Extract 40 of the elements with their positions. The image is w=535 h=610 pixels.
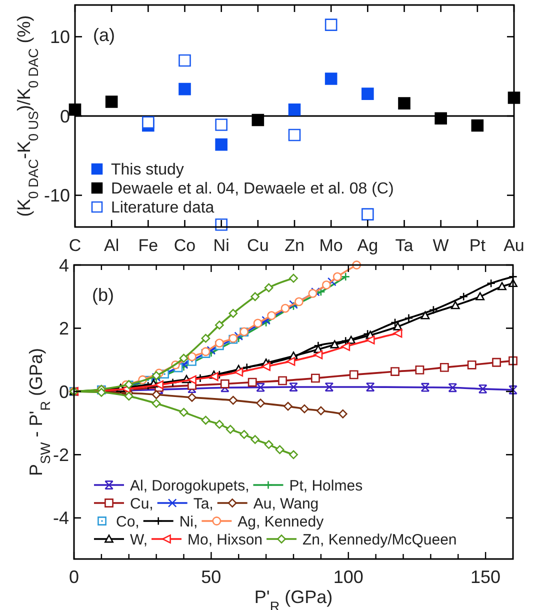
x-tick-label: Zn — [284, 236, 304, 255]
legend-label: Mo, Hixson — [188, 531, 263, 548]
x-tick-label: Ag — [357, 236, 378, 255]
x-tick-label: Ta — [395, 236, 414, 255]
y-tick-label: -2 — [52, 444, 69, 465]
legend-label: Literature data — [111, 200, 214, 217]
x-tick-label: Fe — [138, 236, 158, 255]
legend-label: Ta, — [193, 495, 214, 512]
x-tick-label: Al — [104, 236, 120, 255]
x-tick-label: Cu — [247, 236, 269, 255]
x-tick-label: W — [432, 236, 449, 255]
legend-label: Zn, Kennedy/McQueen — [302, 531, 457, 548]
legend-label: W, — [130, 531, 148, 548]
y-tick-label: 0 — [60, 106, 70, 126]
y-tick-label: 0 — [58, 382, 69, 402]
x-tick-label: Au — [504, 236, 524, 255]
x-tick-label: 150 — [470, 567, 501, 587]
x-tick-label: 50 — [201, 567, 222, 587]
text: (a) — [93, 25, 115, 45]
x-tick-label: C — [68, 236, 82, 255]
x-tick-label: 100 — [333, 567, 364, 587]
x-tick-label: Co — [174, 236, 196, 255]
legend-label: Al, Dorogokupets, — [130, 477, 250, 494]
y-tick-label: 2 — [58, 318, 69, 339]
x-tick-label: Mo — [319, 236, 343, 255]
x-tick-label: Pt — [469, 236, 486, 255]
legend-label: Pt, Holmes — [289, 477, 363, 494]
y-tick-label: 10 — [50, 27, 70, 48]
legend-label: Ag, Kennedy — [238, 513, 324, 530]
legend-label: This study — [111, 162, 184, 179]
y-tick-label: -10 — [44, 186, 70, 206]
legend-label: Cu, — [130, 495, 154, 512]
legend-label: Dewaele et al. 04, Dewaele et al. 08 (C) — [111, 180, 394, 198]
y-tick-label: -4 — [52, 508, 69, 528]
x-tick-label: Ni — [213, 236, 230, 255]
y-tick-label: 4 — [58, 255, 69, 276]
legend-label: Ni, — [179, 513, 198, 530]
legend-label: Au, Wang — [253, 495, 319, 512]
text: (b) — [92, 285, 114, 305]
legend-label: Co, — [116, 513, 140, 530]
